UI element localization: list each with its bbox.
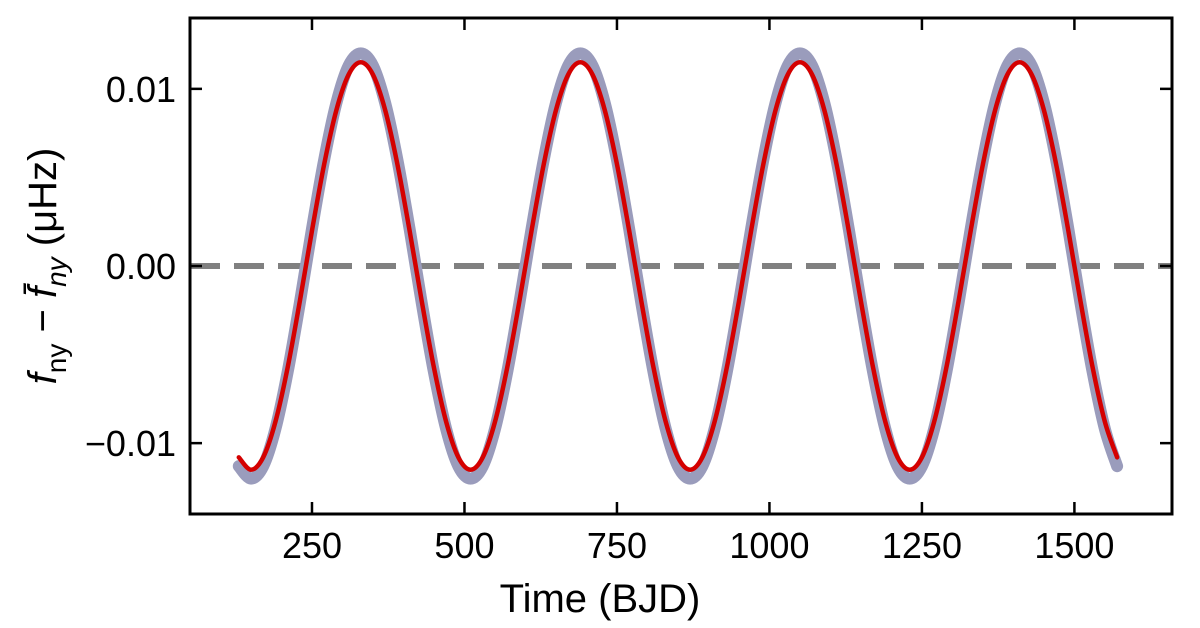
x-tick-label: 1000: [729, 525, 809, 566]
x-tick-label: 250: [282, 525, 342, 566]
y-title-part: −: [21, 298, 65, 344]
y-title-part: (μHz): [21, 148, 65, 258]
x-tick-label: 750: [587, 525, 647, 566]
y-title-part: ny: [41, 344, 72, 374]
y-title-part: ny: [41, 255, 72, 287]
series-line: [236, 60, 1120, 472]
x-tick-label: 1500: [1034, 525, 1114, 566]
x-axis-title: Time (BJD): [500, 577, 701, 621]
x-tick-label: 1250: [882, 525, 962, 566]
y-tick-label: −0.01: [85, 423, 176, 464]
y-tick-label: 0.01: [106, 69, 176, 110]
y-axis-title: fny − f̄ny (μHz): [21, 148, 72, 385]
x-tick-label: 500: [434, 525, 494, 566]
y-tick-label: 0.00: [106, 246, 176, 287]
